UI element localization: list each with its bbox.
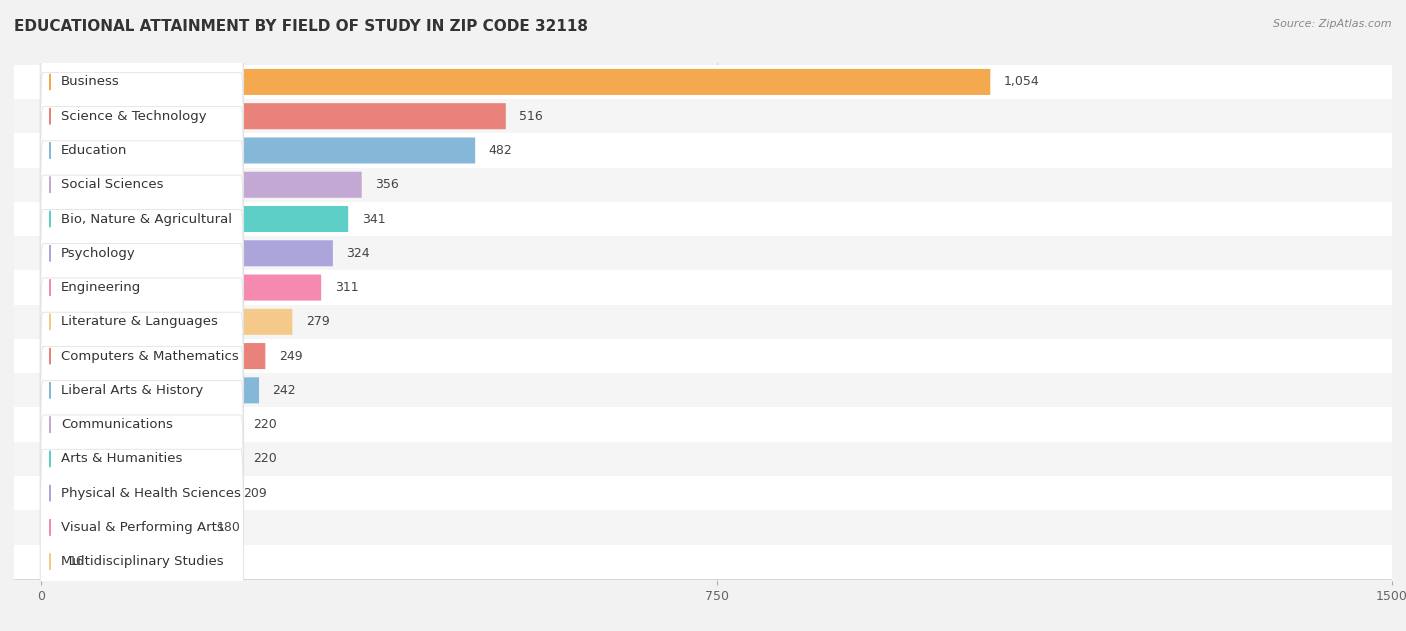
Text: 249: 249 — [278, 350, 302, 363]
FancyBboxPatch shape — [14, 305, 1392, 339]
Text: 516: 516 — [519, 110, 543, 122]
FancyBboxPatch shape — [41, 446, 239, 472]
FancyBboxPatch shape — [14, 202, 1392, 236]
FancyBboxPatch shape — [41, 480, 229, 506]
FancyBboxPatch shape — [41, 69, 990, 95]
FancyBboxPatch shape — [41, 309, 292, 335]
FancyBboxPatch shape — [41, 346, 243, 571]
Text: 242: 242 — [273, 384, 297, 397]
FancyBboxPatch shape — [41, 141, 243, 366]
Text: Science & Technology: Science & Technology — [60, 110, 207, 122]
FancyBboxPatch shape — [41, 103, 506, 129]
FancyBboxPatch shape — [41, 73, 243, 297]
FancyBboxPatch shape — [41, 240, 333, 266]
Text: 482: 482 — [489, 144, 512, 157]
FancyBboxPatch shape — [41, 206, 349, 232]
FancyBboxPatch shape — [41, 244, 243, 468]
Text: Education: Education — [60, 144, 128, 157]
FancyBboxPatch shape — [41, 138, 475, 163]
FancyBboxPatch shape — [14, 545, 1392, 579]
Text: Liberal Arts & History: Liberal Arts & History — [60, 384, 202, 397]
FancyBboxPatch shape — [41, 514, 204, 540]
Text: Engineering: Engineering — [60, 281, 141, 294]
Text: Multidisciplinary Studies: Multidisciplinary Studies — [60, 555, 224, 568]
FancyBboxPatch shape — [41, 4, 243, 228]
Text: Arts & Humanities: Arts & Humanities — [60, 452, 183, 466]
FancyBboxPatch shape — [14, 373, 1392, 408]
FancyBboxPatch shape — [41, 274, 321, 300]
Text: Computers & Mathematics: Computers & Mathematics — [60, 350, 239, 363]
FancyBboxPatch shape — [41, 343, 266, 369]
Text: Source: ZipAtlas.com: Source: ZipAtlas.com — [1274, 19, 1392, 29]
FancyBboxPatch shape — [14, 99, 1392, 133]
Text: 311: 311 — [335, 281, 359, 294]
Text: 324: 324 — [346, 247, 370, 260]
FancyBboxPatch shape — [14, 339, 1392, 373]
FancyBboxPatch shape — [41, 0, 243, 194]
FancyBboxPatch shape — [41, 411, 239, 438]
Text: 1,054: 1,054 — [1004, 76, 1039, 88]
Text: Literature & Languages: Literature & Languages — [60, 316, 218, 328]
FancyBboxPatch shape — [41, 312, 243, 537]
FancyBboxPatch shape — [14, 408, 1392, 442]
FancyBboxPatch shape — [41, 377, 259, 403]
Text: 356: 356 — [375, 178, 399, 191]
FancyBboxPatch shape — [14, 65, 1392, 99]
Text: Business: Business — [60, 76, 120, 88]
FancyBboxPatch shape — [41, 380, 243, 606]
FancyBboxPatch shape — [41, 449, 243, 631]
Text: 209: 209 — [243, 487, 267, 500]
Text: Social Sciences: Social Sciences — [60, 178, 163, 191]
FancyBboxPatch shape — [41, 278, 243, 503]
Text: Psychology: Psychology — [60, 247, 135, 260]
FancyBboxPatch shape — [41, 38, 243, 263]
Text: Communications: Communications — [60, 418, 173, 431]
Text: 279: 279 — [307, 316, 329, 328]
Text: 16: 16 — [69, 555, 84, 568]
Text: EDUCATIONAL ATTAINMENT BY FIELD OF STUDY IN ZIP CODE 32118: EDUCATIONAL ATTAINMENT BY FIELD OF STUDY… — [14, 19, 588, 34]
Text: 220: 220 — [253, 452, 277, 466]
Text: Bio, Nature & Agricultural: Bio, Nature & Agricultural — [60, 213, 232, 225]
FancyBboxPatch shape — [14, 236, 1392, 271]
Text: 180: 180 — [217, 521, 240, 534]
FancyBboxPatch shape — [14, 442, 1392, 476]
FancyBboxPatch shape — [41, 172, 361, 198]
Text: 220: 220 — [253, 418, 277, 431]
FancyBboxPatch shape — [41, 107, 243, 331]
FancyBboxPatch shape — [41, 415, 243, 631]
FancyBboxPatch shape — [14, 133, 1392, 168]
FancyBboxPatch shape — [41, 175, 243, 400]
Text: 341: 341 — [361, 213, 385, 225]
FancyBboxPatch shape — [14, 510, 1392, 545]
FancyBboxPatch shape — [41, 209, 243, 434]
FancyBboxPatch shape — [41, 548, 55, 575]
FancyBboxPatch shape — [14, 168, 1392, 202]
FancyBboxPatch shape — [14, 476, 1392, 510]
FancyBboxPatch shape — [14, 271, 1392, 305]
Text: Visual & Performing Arts: Visual & Performing Arts — [60, 521, 224, 534]
Text: Physical & Health Sciences: Physical & Health Sciences — [60, 487, 240, 500]
